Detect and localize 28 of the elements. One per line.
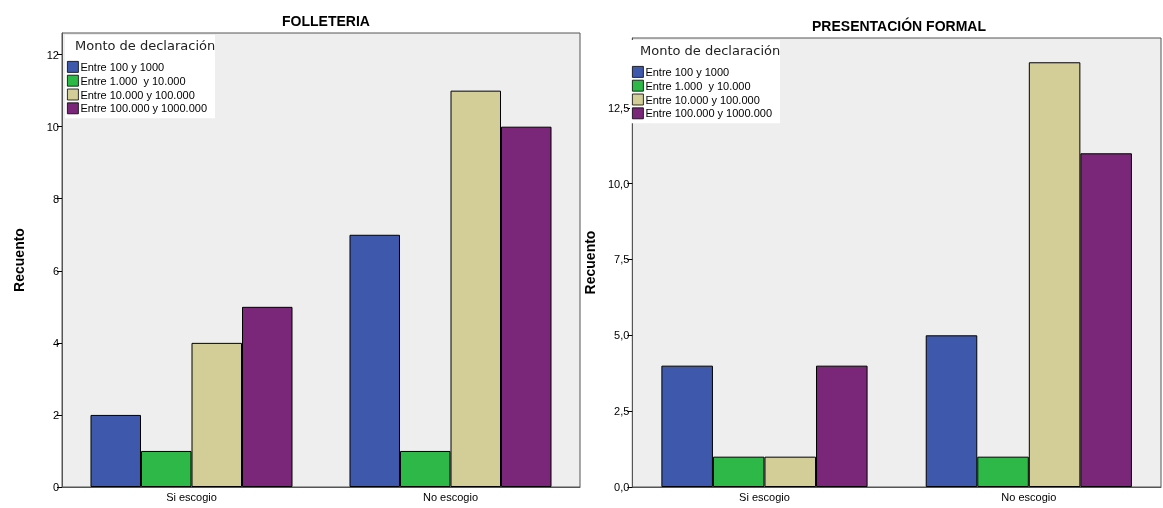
y-tick-label: 2,5 xyxy=(614,405,630,418)
y-tick-label: 0,0 xyxy=(614,481,630,493)
chart-title: PRESENTACIÓN FORMAL xyxy=(812,17,987,34)
legend-label: Entre 100.000 y 1000.000 xyxy=(645,107,773,120)
chart-title: FOLLETERIA xyxy=(282,13,370,29)
y-tick-label: 12 xyxy=(46,48,59,61)
x-tick-label: No escogio xyxy=(1001,490,1057,503)
legend-label: Entre 1.000 y 10.000 xyxy=(645,79,751,92)
legend-label: Entre 100.000 y 1000.000 xyxy=(80,102,208,115)
y-tick-label: 12,5 xyxy=(607,101,630,114)
legend-title: Monto de declaración xyxy=(640,43,781,58)
legend-label: Entre 100 y 1000 xyxy=(80,60,165,73)
y-tick-label: 10 xyxy=(46,120,59,133)
x-tick-label: No escogio xyxy=(422,490,479,503)
x-tick-label: Si escogio xyxy=(166,490,217,503)
legend-label: Entre 100 y 1000 xyxy=(645,65,730,78)
y-tick-label: 2 xyxy=(52,408,59,421)
y-axis-title: Recuento xyxy=(582,230,598,295)
legend-title: Monto de declaración xyxy=(75,38,216,53)
legend-label: Entre 10.000 y 100.000 xyxy=(80,88,195,101)
legend-label: Entre 10.000 y 100.000 xyxy=(645,93,760,106)
y-tick-label: 5,0 xyxy=(614,329,630,342)
y-tick-label: 10,0 xyxy=(607,177,630,190)
y-axis-title: Recuento xyxy=(11,228,27,292)
x-tick-label: Si escogio xyxy=(739,490,790,503)
y-tick-label: 7,5 xyxy=(614,253,630,266)
legend-label: Entre 1.000 y 10.000 xyxy=(80,74,186,87)
y-tick-label: 8 xyxy=(52,192,59,205)
